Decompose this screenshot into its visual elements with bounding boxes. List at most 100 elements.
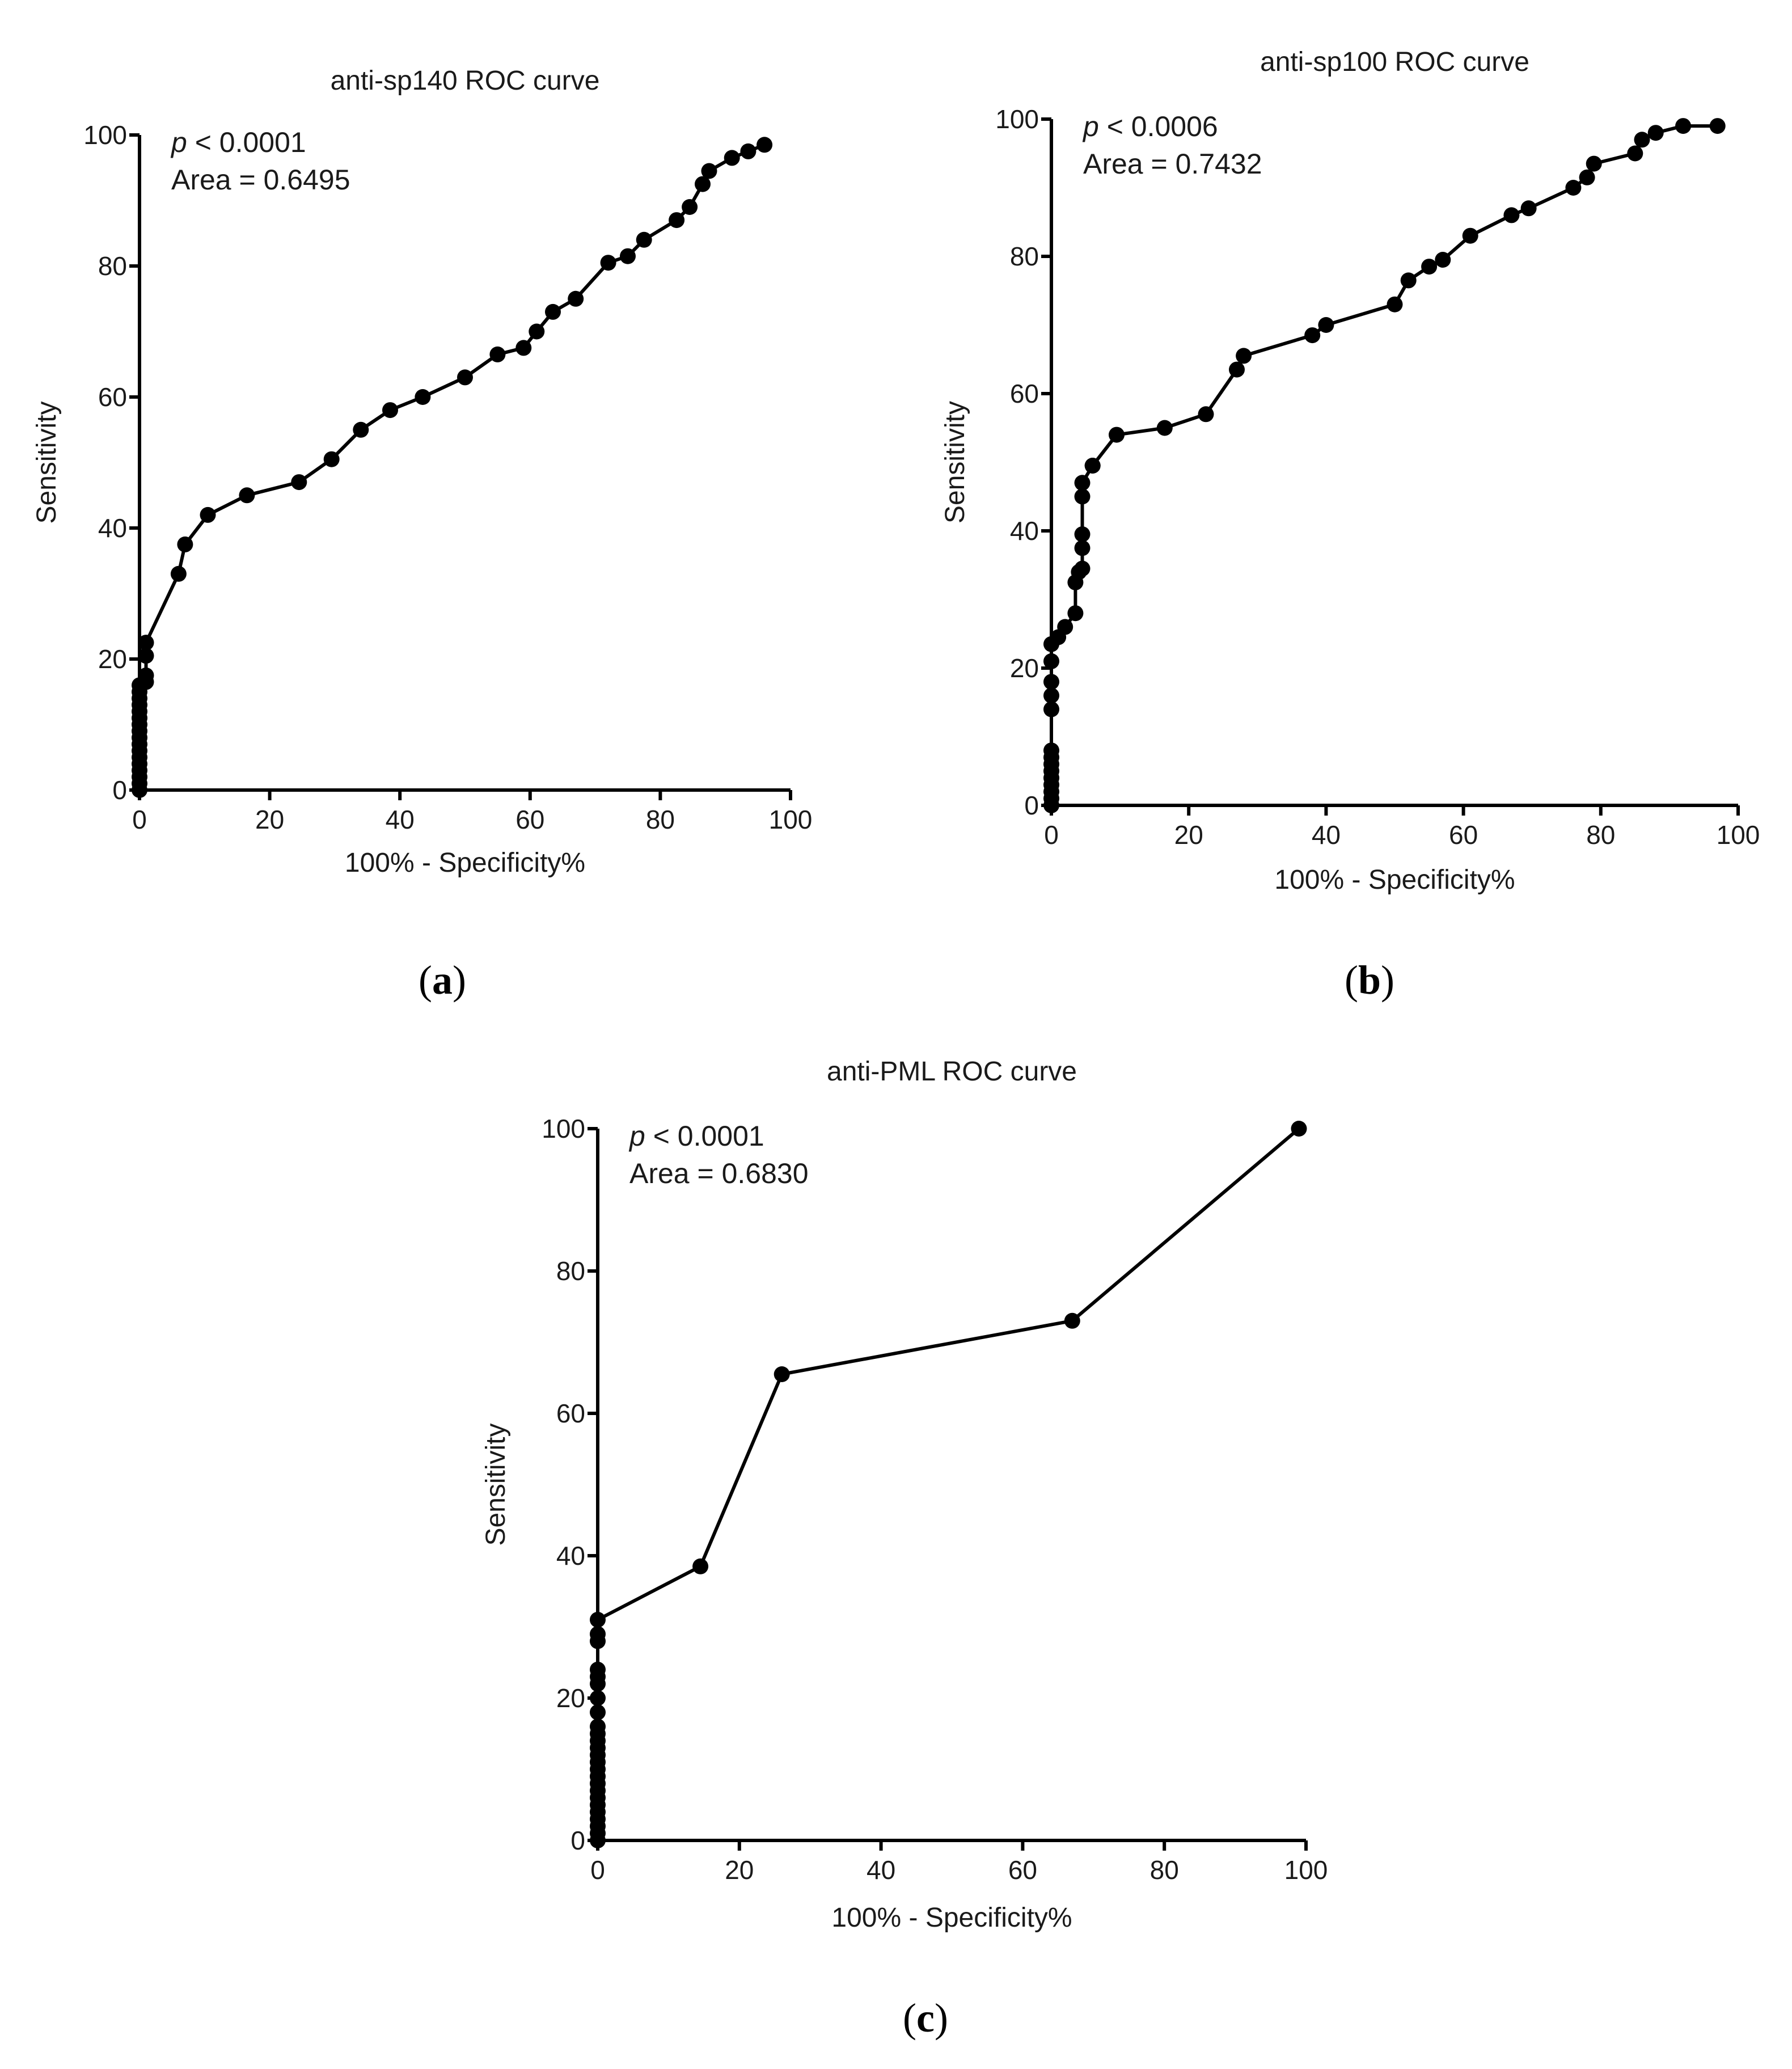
chart-title: anti-sp140 ROC curve <box>331 66 600 96</box>
y-tick-label: 100 <box>542 1114 585 1143</box>
roc-data-point <box>590 1718 606 1735</box>
roc-data-point <box>1074 488 1091 505</box>
y-tick-label: 40 <box>98 513 127 543</box>
roc-data-point <box>200 506 216 523</box>
y-axis-label: Sensitivity <box>32 401 62 523</box>
roc-data-point <box>515 340 532 356</box>
roc-data-point <box>1067 605 1084 622</box>
roc-data-point <box>692 1558 709 1574</box>
roc-data-point <box>620 248 636 264</box>
x-tick-label: 40 <box>386 805 415 834</box>
roc-data-point <box>590 1611 606 1628</box>
x-tick-label: 80 <box>1150 1855 1179 1885</box>
area-annotation: Area = 0.6495 <box>171 164 350 196</box>
roc-data-point <box>1421 259 1438 275</box>
roc-data-point <box>170 565 187 582</box>
y-axis-label: Sensitivity <box>481 1423 511 1546</box>
x-axis-label: 100% - Specificity% <box>1274 865 1515 895</box>
roc-data-point <box>1400 272 1417 289</box>
roc-data-point <box>590 1690 606 1706</box>
chart-title: anti-sp100 ROC curve <box>1260 47 1529 77</box>
y-tick-label: 100 <box>995 104 1039 134</box>
roc-data-point <box>1627 145 1643 162</box>
x-tick-label: 20 <box>1174 820 1203 850</box>
roc-data-point <box>1709 118 1726 134</box>
roc-data-point <box>1634 132 1650 148</box>
roc-data-point <box>1074 475 1091 491</box>
roc-data-point <box>1647 125 1664 141</box>
y-tick-label: 40 <box>1010 516 1039 546</box>
x-tick-label: 80 <box>646 805 675 834</box>
p-value-annotation: p < 0.0001 <box>628 1120 764 1152</box>
panel-label-a: (a) <box>419 957 466 1003</box>
roc-data-point <box>177 536 193 552</box>
roc-data-point <box>1675 118 1692 134</box>
roc-data-point <box>636 231 652 248</box>
area-annotation: Area = 0.6830 <box>629 1158 809 1189</box>
y-axis-label: Sensitivity <box>940 401 970 523</box>
roc-data-point <box>1043 653 1059 669</box>
y-tick-label: 20 <box>1010 653 1039 683</box>
y-tick-label: 0 <box>112 775 127 805</box>
roc-data-point <box>382 402 398 419</box>
x-tick-label: 40 <box>867 1855 895 1885</box>
roc-data-point <box>1579 169 1595 185</box>
x-axis-label: 100% - Specificity% <box>831 1903 1072 1933</box>
chart-anti-sp100: anti-sp100 ROC curve 0 20 40 60 80 100 0 20 40 60 8… <box>940 47 1760 895</box>
roc-data-point <box>1435 252 1451 268</box>
roc-data-point <box>1291 1121 1307 1137</box>
roc-data-point <box>1229 361 1245 378</box>
roc-data-point <box>669 212 685 229</box>
roc-data-point <box>1109 427 1125 443</box>
roc-data-point <box>590 1626 606 1642</box>
roc-data-point <box>600 255 616 271</box>
x-tick-label: 40 <box>1312 820 1341 850</box>
roc-curve-line <box>596 1127 1300 1840</box>
y-tick-label: 100 <box>83 120 127 150</box>
y-tick-label: 0 <box>570 1826 585 1855</box>
y-tick-label: 60 <box>556 1399 585 1428</box>
roc-data-point <box>695 176 711 192</box>
roc-data-point <box>239 487 255 504</box>
chart-anti-pml: anti-PML ROC curve 0 20 40 60 80 100 0 20 40 60 80 1… <box>481 1057 1328 1933</box>
roc-data-point <box>756 137 773 153</box>
roc-data-point <box>415 389 431 405</box>
y-tick-label: 60 <box>1010 379 1039 408</box>
roc-curve-line <box>138 143 766 790</box>
roc-data-point <box>682 199 698 215</box>
y-tick-label: 40 <box>556 1541 585 1570</box>
roc-data-point <box>1074 560 1091 577</box>
x-tick-label: 60 <box>1008 1855 1037 1885</box>
roc-data-point <box>529 323 545 340</box>
p-value-annotation: p < 0.0001 <box>170 126 306 158</box>
roc-data-point <box>545 303 561 320</box>
roc-data-point <box>590 1661 606 1678</box>
y-tick-label: 80 <box>556 1256 585 1286</box>
panel-label-b: (b) <box>1345 957 1394 1003</box>
y-tick-label: 60 <box>98 382 127 412</box>
x-tick-label: 100 <box>769 805 813 834</box>
x-tick-label: 0 <box>590 1855 605 1885</box>
roc-data-point <box>138 635 154 651</box>
roc-data-point <box>353 421 369 438</box>
roc-data-point <box>1074 526 1091 542</box>
roc-data-point <box>1043 687 1059 704</box>
roc-data-point <box>1565 180 1582 196</box>
roc-data-point <box>1503 207 1520 223</box>
x-tick-label: 100 <box>1284 1855 1328 1885</box>
roc-data-point <box>489 346 506 362</box>
roc-data-point <box>724 150 740 166</box>
roc-data-point <box>1318 317 1334 333</box>
roc-data-point <box>1084 458 1101 474</box>
roc-data-point <box>1198 406 1214 423</box>
roc-data-point <box>740 143 756 159</box>
roc-curve-line <box>1050 124 1718 805</box>
roc-data-point <box>1064 1312 1080 1329</box>
x-tick-label: 80 <box>1586 820 1615 850</box>
x-tick-label: 60 <box>1449 820 1478 850</box>
x-tick-label: 100 <box>1717 820 1760 850</box>
roc-data-point <box>1156 420 1173 436</box>
roc-data-point <box>1387 296 1403 313</box>
y-tick-label: 20 <box>98 644 127 674</box>
